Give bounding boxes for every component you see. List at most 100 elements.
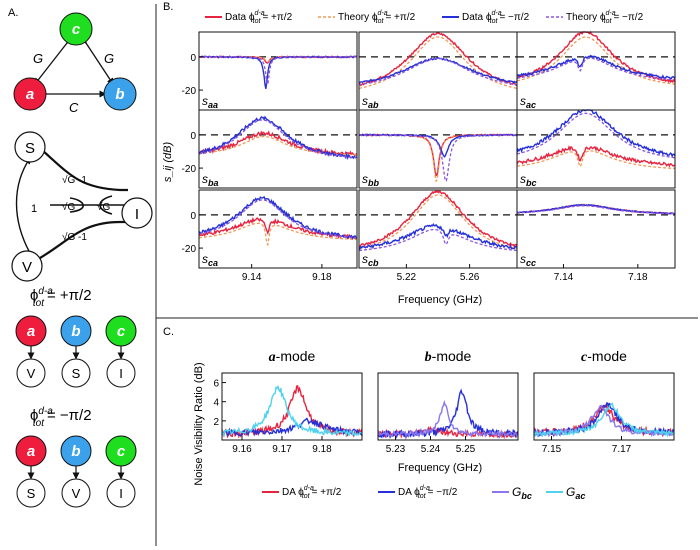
x-tick-label: 7.18 [628,272,648,283]
flow-s-to-i [41,149,128,192]
y-tick-label: -20 [182,244,197,255]
gain-g-minus-one-top: √G -1 [62,174,87,186]
legend-c-da-minus: DA ϕd-a tot = −π/2 [398,485,458,500]
plot-frame [198,189,358,269]
cell-label: sca [202,252,218,268]
config-minus-port-1 [16,478,46,508]
series-theory--line [358,57,518,86]
plot-frame [377,372,519,441]
plot-frame [516,109,676,189]
cell-label: sab [362,94,379,110]
x-tick-label: 9.18 [312,272,332,283]
series-data--line [198,216,358,240]
series-g-ac-line [221,384,363,438]
cell-label: sac [520,94,536,110]
config-plus-port-2-label: S [72,366,81,381]
config-minus-port-2-label: V [72,486,81,501]
x-tick-label: 7.14 [554,272,574,283]
config-plus-port-3-label: I [119,366,123,381]
series-data--line [198,195,358,240]
plot-frame [533,372,675,441]
series-g-bc-line [377,399,519,439]
port-v-label: V [22,259,32,276]
series-theory--line [198,222,357,247]
edge-label-left: G [33,51,43,66]
edge-left [34,36,74,86]
port-i [121,197,153,229]
ylabel-c: Noise Visibility Ratio (dB) [193,362,205,485]
series-data--line [358,223,518,251]
edge-right [80,36,114,86]
config-plus-port-1 [16,358,46,388]
node-a [13,77,47,111]
cell-label: scc [520,252,536,268]
node-b [103,77,137,111]
edge-label-right: G [104,51,114,66]
node-c [59,12,93,46]
node-c-label: c [72,21,81,38]
plot-frame [358,189,518,269]
series-data--line [198,115,358,161]
config-minus-port-2 [61,478,91,508]
series-theory--line [198,119,358,159]
series-data--line [198,55,358,89]
gain-g-right: √G [97,201,110,213]
legend-c-gac: Gac [566,485,585,501]
cell-label: scb [362,252,379,268]
panel-scc: scc 7.14 7.18 [516,189,676,283]
series-theory--line [199,56,357,87]
legend-c: DA ϕd-a tot = +π/2 DA ϕd-a tot = −π/2 Gbc Ga… [262,485,585,501]
config-plus-port-1-label: V [27,366,36,381]
x-tick-label: 5.26 [460,272,480,283]
config-minus-port-3-label: I [119,486,123,501]
config-minus: ϕd-a tot = −π/2 a b c S V I [15,406,137,508]
noise-visibility-panels: a-mode 2 4 6 9.16 9.17 9.18 b-mode 5.23 5.24 5.25 c… [213,348,675,455]
legend-b: Data ϕd-a tot = +π/2 Theory ϕd-a tot = +π/2 … [205,10,644,25]
cell-label: sba [202,172,219,188]
series-data--line [516,109,676,158]
config-minus-phase: ϕd-a tot = −π/2 [30,406,92,429]
noise-panel-c-mode: c-mode 7.15 7.17 [533,348,675,455]
xlabel-b: Frequency (GHz) [398,294,482,306]
y-tick-label: 0 [190,131,196,142]
x-tick-label: 9.17 [272,444,292,455]
cell-label: sbc [520,172,537,188]
signal-flow-diagram: S I V 1 √G √G √G -1 √G -1 [11,131,153,282]
x-tick-label: 9.16 [232,444,252,455]
plot-frame [516,189,676,269]
series-theory--line [516,112,676,159]
port-s [14,131,46,163]
cell-label: saa [202,94,218,110]
gain-one: 1 [31,203,37,215]
plot-frame [221,372,363,441]
port-i-label: I [135,206,139,223]
config-plus-mode-c-label: c [117,323,126,340]
x-tick-label: 7.15 [542,444,562,455]
config-plus-port-2 [61,358,91,388]
series-theory--line [358,36,518,90]
gain-g-minus-one-bottom: √G -1 [62,231,87,243]
legend-c-gbc: Gbc [512,485,532,501]
panel-sab: sab [358,31,518,111]
series-g-ac-line [533,402,675,438]
panel-saa: saa 0 -20 [182,31,358,111]
plot-frame [198,31,358,111]
x-tick-label: 5.22 [397,272,417,283]
y-tick-label: 4 [213,398,219,409]
y-tick-label: 0 [190,53,196,64]
xlabel-c: Frequency (GHz) [398,462,482,474]
legend-c-da-plus: DA ϕd-a tot = +π/2 [282,485,342,500]
config-plus-phase: ϕd-a tot = +π/2 [30,286,92,309]
series-theory--line [198,199,358,239]
x-tick-label: 5.23 [386,444,406,455]
edge-label-bottom: C [69,100,79,115]
series-data--line [358,32,518,87]
x-tick-label: 9.14 [242,272,262,283]
panel-label-a: A. [8,7,18,19]
panel-sbc: sbc [516,109,676,189]
series-theory--line [516,36,676,85]
series-theory--line [359,228,517,252]
x-tick-label: 5.24 [421,444,441,455]
x-tick-label: 5.25 [456,444,476,455]
